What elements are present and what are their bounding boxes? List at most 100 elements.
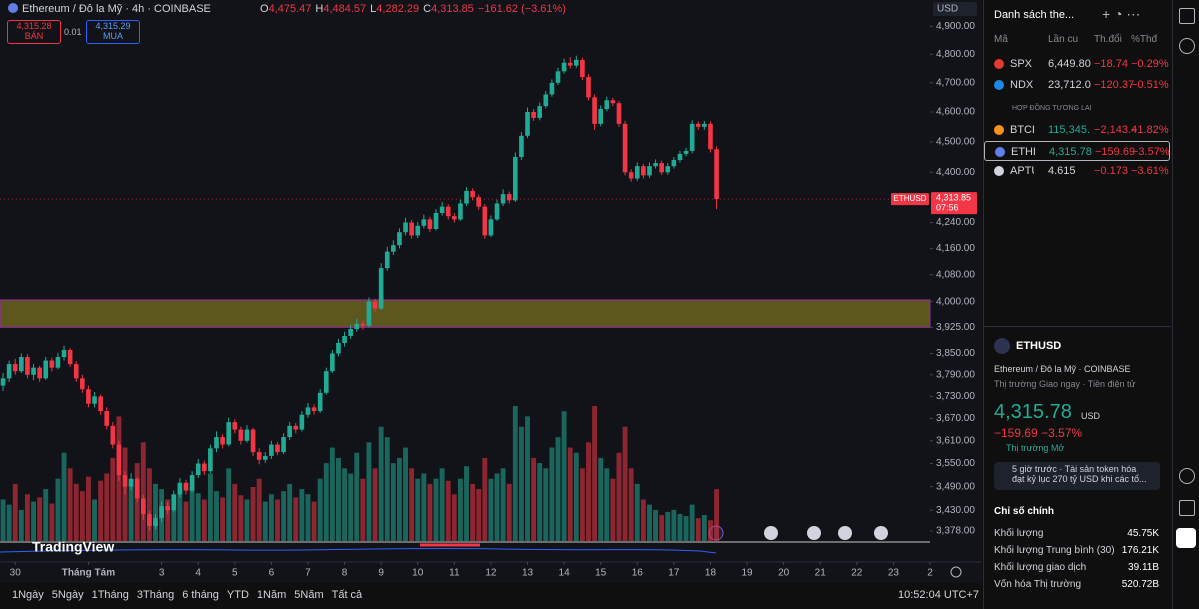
cell: 4.615	[1048, 165, 1076, 177]
candle-body	[67, 349, 73, 365]
currency-label[interactable]: USD	[937, 4, 958, 15]
add-icon[interactable]: + ◔ ⋯	[1102, 6, 1141, 22]
event-flag[interactable]	[874, 526, 888, 540]
buy-button[interactable]: 4,315.29 MUA	[86, 20, 140, 44]
volume-bar	[464, 466, 469, 541]
candle-body	[98, 396, 103, 412]
apps-icon[interactable]	[1176, 528, 1196, 548]
range-button[interactable]: 1Năm	[256, 589, 287, 601]
volume-bar	[659, 515, 665, 541]
event-flag[interactable]	[807, 526, 821, 540]
volume-bar	[195, 493, 201, 541]
candle-body	[342, 335, 347, 343]
volume-bar	[25, 494, 30, 541]
icon-bar	[1172, 0, 1199, 609]
watchlist-row[interactable]: SPX 6,449.80 −18.74 −0.29%	[984, 54, 1171, 74]
range-button[interactable]: 5Năm	[294, 589, 324, 601]
watchlist-row[interactable]: BTCL 115,345.−2,143.4−1.82%	[984, 120, 1171, 140]
currency-box[interactable]	[933, 2, 977, 16]
news-item[interactable]: 5 giờ trước · Tài sản token hóa đạt kỷ l…	[994, 462, 1160, 490]
cell: BTCL	[1010, 124, 1034, 136]
settings-icon[interactable]	[950, 566, 962, 578]
volume-bar	[531, 457, 537, 541]
volume-bar	[67, 468, 73, 541]
event-flag[interactable]	[764, 526, 778, 540]
y-tick-label: 4,080.00	[936, 269, 975, 280]
candle-body	[494, 203, 500, 220]
volume-bar	[555, 437, 561, 541]
volume-bar	[640, 499, 646, 541]
price-tag-bg	[931, 192, 977, 215]
column-header: Lần cu	[1048, 34, 1079, 45]
volume-bar	[409, 468, 415, 541]
candle-body	[189, 475, 195, 491]
price-axis-bg	[930, 0, 982, 583]
range-button[interactable]: 1Tháng	[91, 589, 129, 601]
candle-body	[622, 123, 628, 173]
watchlist-title[interactable]: Danh sách the...	[994, 9, 1075, 21]
volume-bar	[329, 447, 335, 541]
volume-bar	[525, 416, 530, 541]
y-tick-label: 3,378.00	[936, 526, 975, 537]
volume-bar	[92, 499, 97, 541]
candle-body	[323, 371, 329, 393]
volume-bar	[671, 509, 677, 541]
y-tick-label: 3,850.00	[936, 348, 975, 359]
cell: −120.37	[1094, 79, 1135, 91]
volume-bar	[439, 468, 445, 541]
range-button[interactable]: YTD	[226, 589, 249, 601]
row-icon	[994, 59, 1004, 69]
candle-body	[683, 150, 689, 154]
cell: 6,449.80	[1048, 58, 1091, 70]
candle-body	[647, 166, 652, 176]
watchlist-icon[interactable]	[1179, 8, 1195, 24]
volume-bar	[201, 499, 207, 541]
range-button[interactable]: Tất cả	[331, 589, 363, 601]
candle-body	[689, 123, 695, 151]
candle-body	[506, 194, 512, 201]
candle-body	[653, 163, 658, 167]
watchlist-row[interactable]: APTU 4.615 −0.173−3.61%	[984, 161, 1171, 181]
candle-body	[49, 360, 55, 368]
watchlist-row[interactable]: NDX 23,712.0 −120.37 −0.51%	[984, 75, 1171, 95]
range-buttons: 1Ngày 5Ngày 1Tháng 3Tháng 6 tháng YTD 1Năm 5Năm…	[12, 589, 370, 601]
stat-value: 176.21K	[1121, 545, 1159, 556]
volume-bar	[610, 478, 616, 541]
x-tick-label: 10	[412, 568, 424, 579]
x-tick-label: 11	[449, 568, 460, 579]
range-button[interactable]: 5Ngày	[51, 589, 84, 601]
alert-icon[interactable]	[1179, 38, 1195, 54]
cell: −2,143.4	[1094, 124, 1138, 136]
volume-bar	[250, 487, 256, 541]
candle-body	[140, 498, 146, 515]
candle-body	[250, 429, 256, 453]
watchlist-header: Mã Lần cu Th.đổi %Thđ	[984, 30, 1171, 50]
x-tick-label: 4	[195, 568, 201, 579]
ideas-icon[interactable]	[1179, 468, 1195, 484]
volume-bar	[421, 473, 427, 541]
volume-bar	[214, 491, 219, 541]
range-button[interactable]: 3Tháng	[136, 589, 175, 601]
candle-body	[73, 364, 79, 379]
sell-button[interactable]: 4,315.28 BÁN	[7, 20, 61, 44]
volume-bar	[384, 437, 390, 541]
stats-title: Chỉ số chính	[994, 506, 1054, 517]
side-panel: Danh sách the... + ◔ ⋯ Mã Lần cu Th.đổi %Th…	[983, 0, 1171, 609]
candle-body	[153, 518, 158, 527]
candle-body	[403, 222, 408, 233]
candle-body	[360, 323, 366, 326]
event-flag[interactable]	[838, 526, 852, 540]
candle-body	[159, 506, 164, 519]
watchlist-row[interactable]: ETHL 4,315.78−159.69−3.57%	[984, 141, 1170, 161]
volume-bar	[579, 468, 585, 541]
volume-bar	[146, 468, 152, 541]
volume-bar	[342, 468, 347, 541]
range-button[interactable]: 6 tháng	[182, 589, 219, 601]
candle-body	[262, 455, 268, 460]
calendar-icon[interactable]	[1179, 500, 1195, 516]
range-button[interactable]: 1Ngày	[12, 589, 44, 601]
x-tick-label: 20	[778, 568, 790, 579]
sell-label: BÁN	[24, 31, 44, 41]
stat-row: Vốn hóa Thị trường 520.72B	[984, 575, 1171, 590]
candle-body	[317, 392, 323, 412]
